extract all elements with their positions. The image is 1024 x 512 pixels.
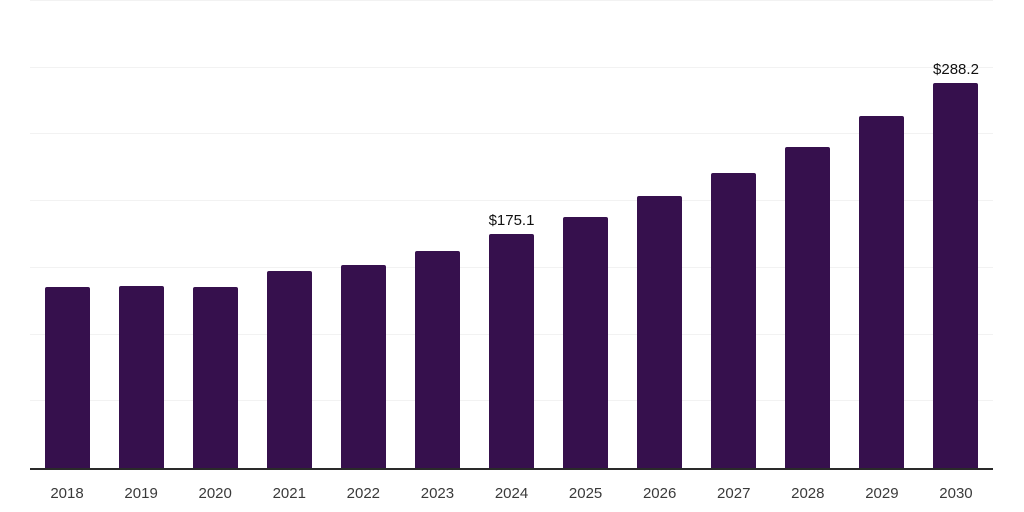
x-tick-label: 2027 [717, 485, 751, 502]
x-tick-label: 2029 [865, 485, 899, 502]
gridline [30, 0, 993, 1]
x-tick-label: 2019 [124, 485, 158, 502]
bar-slot [697, 1, 771, 468]
bar [711, 172, 757, 468]
bar-slot [178, 1, 252, 468]
bar-slot: $288.2 [919, 1, 993, 468]
bar [563, 216, 609, 468]
bar-slot [845, 1, 919, 468]
bar-slot [623, 1, 697, 468]
bar-slot [252, 1, 326, 468]
x-tick-label: 2018 [50, 485, 84, 502]
bar-slot [400, 1, 474, 468]
x-tick-label: 2028 [791, 485, 825, 502]
bar-slot: $175.1 [474, 1, 548, 468]
bar-slot [326, 1, 400, 468]
x-tick-label: 2022 [346, 485, 381, 502]
bar [933, 83, 979, 468]
x-tick-label: 2023 [420, 485, 455, 502]
x-tick-label: 2020 [198, 485, 232, 502]
bar-slot [104, 1, 178, 468]
gridline [30, 66, 993, 68]
gridline [30, 133, 993, 135]
bar [44, 286, 90, 468]
plot-area: $175.1 $288.2 [30, 0, 993, 470]
x-tick-label: 2021 [272, 485, 306, 502]
x-tick-label: 2030 [939, 485, 973, 502]
bar-slot [549, 1, 623, 468]
bar [859, 116, 905, 468]
bar-slot [30, 1, 104, 468]
bar-slot [771, 1, 845, 468]
gridline [30, 200, 993, 202]
x-axis-labels: 2018 2019 2020 2021 2022 2023 2024 2025 2026 2027… [30, 472, 993, 503]
bar [192, 286, 238, 468]
bar [118, 286, 164, 468]
bar [266, 271, 312, 468]
bar [637, 195, 683, 468]
data-label: $175.1 [488, 211, 535, 229]
x-tick-label: 2024 [494, 485, 529, 502]
bars-container: $175.1 $288.2 [30, 1, 993, 468]
x-tick-label: 2026 [642, 485, 677, 502]
data-label: $288.2 [933, 60, 979, 78]
bar [785, 146, 831, 468]
bar [340, 265, 386, 468]
bar [489, 234, 534, 468]
x-tick-label: 2025 [568, 485, 603, 502]
bar [414, 251, 460, 468]
